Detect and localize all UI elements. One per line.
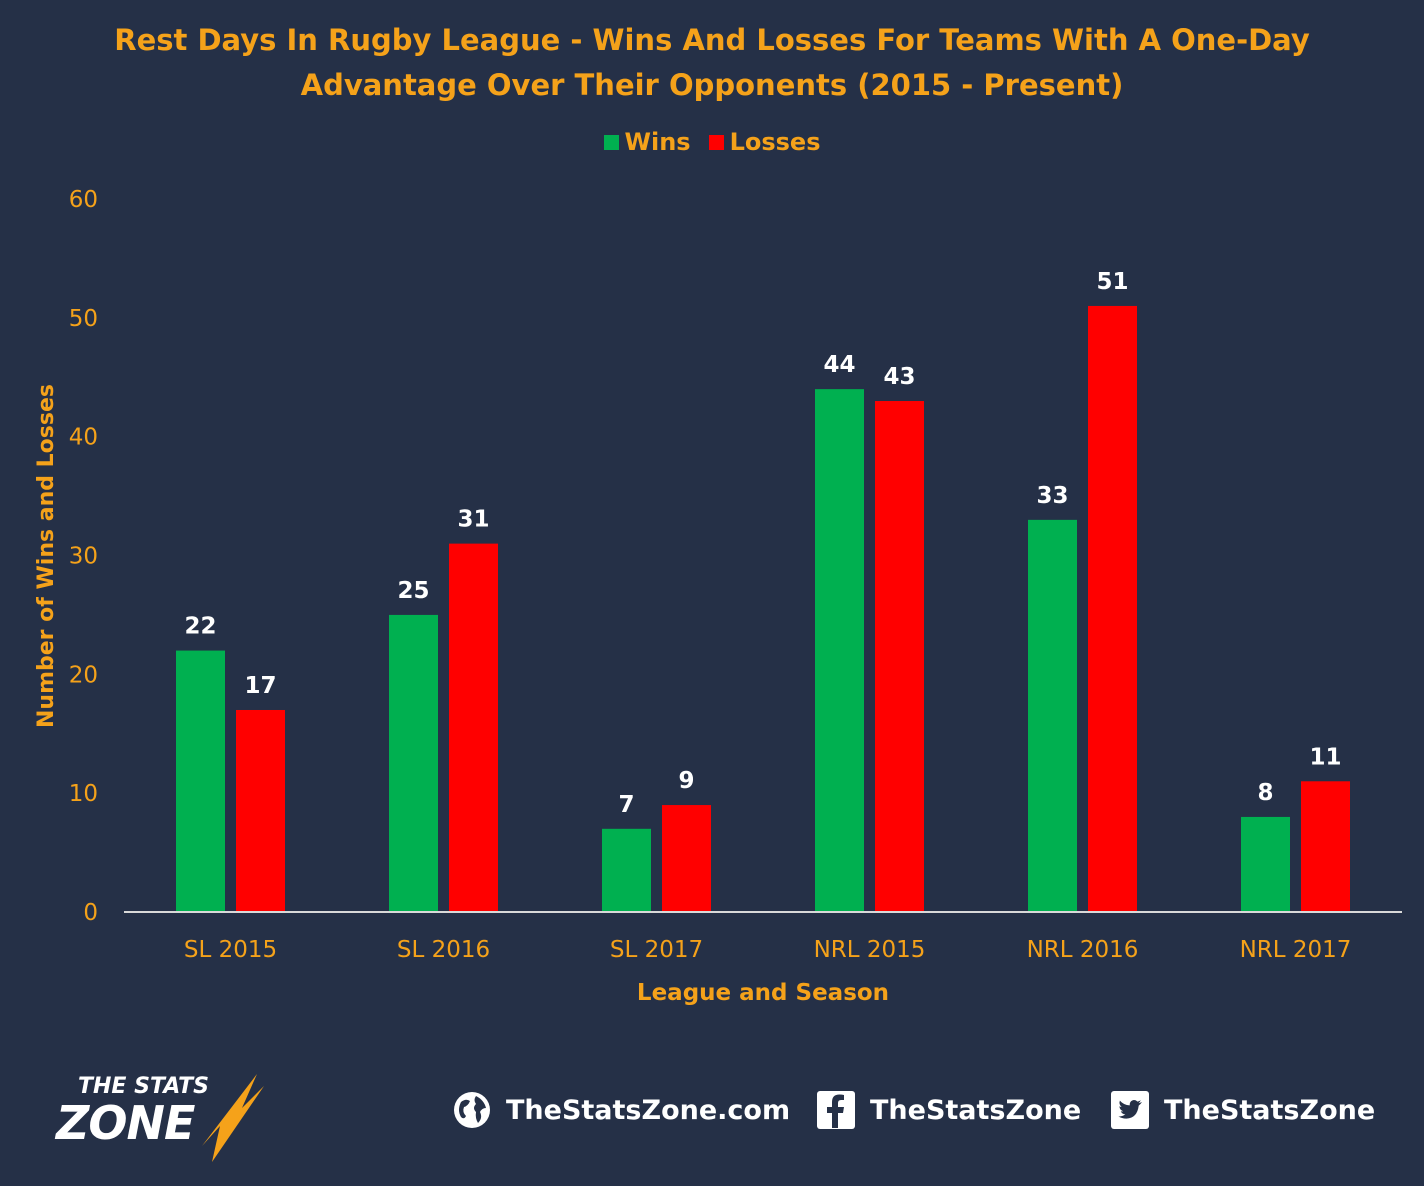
data-label: 11 — [1309, 744, 1341, 770]
bar-losses — [662, 805, 711, 912]
y-axis-label: Number of Wins and Losses — [34, 384, 59, 728]
logo-lightning-icon — [202, 1074, 264, 1162]
logo-text-bottom: ZONE — [56, 1096, 195, 1150]
bar-losses — [1301, 781, 1350, 912]
data-label: 51 — [1096, 269, 1128, 295]
bar-losses — [1088, 305, 1137, 912]
legend-item-losses: Losses — [708, 128, 821, 156]
y-tick-label: 40 — [69, 425, 98, 451]
legend-swatch-wins — [603, 134, 619, 150]
facebook-icon — [817, 1091, 855, 1129]
twitter-icon — [1111, 1091, 1149, 1129]
y-tick-label: 0 — [83, 900, 98, 926]
legend-item-wins: Wins — [603, 128, 691, 156]
data-label: 7 — [618, 792, 634, 818]
bar-wins — [815, 389, 864, 913]
bar-wins — [389, 614, 438, 912]
website-label: TheStatsZone.com — [506, 1094, 791, 1126]
x-tick-label: SL 2016 — [397, 937, 490, 963]
y-tick-label: 20 — [69, 662, 98, 688]
bar-wins — [602, 828, 651, 912]
bar-losses — [875, 401, 924, 912]
x-tick-label: SL 2015 — [184, 937, 277, 963]
facebook-label: TheStatsZone — [870, 1094, 1082, 1126]
x-tick-label: SL 2017 — [610, 937, 703, 963]
data-label: 22 — [184, 614, 216, 640]
x-tick-label: NRL 2017 — [1240, 937, 1352, 963]
bar-chart: 0 10 20 30 40 50 60 Number of Wins and Losses 22… — [34, 187, 1402, 1006]
y-tick-label: 10 — [69, 781, 98, 807]
data-label: 44 — [823, 352, 855, 378]
data-label: 9 — [678, 768, 694, 794]
data-label: 33 — [1036, 483, 1068, 509]
legend-label-losses: Losses — [729, 128, 821, 156]
data-label: 43 — [883, 364, 915, 390]
globe-icon — [454, 1092, 490, 1128]
footer: THE STATS ZONE TheStatsZone.com TheStats… — [0, 1060, 1424, 1170]
bar-wins — [1028, 519, 1077, 912]
chart-title-line-2: Advantage Over Their Opponents (2015 - P… — [300, 68, 1124, 102]
twitter-link[interactable]: TheStatsZone — [1110, 1090, 1375, 1130]
data-label: 8 — [1257, 780, 1273, 806]
chart-title-line-1: Rest Days In Rugby League - Wins And Los… — [114, 23, 1310, 57]
facebook-link[interactable]: TheStatsZone — [816, 1090, 1081, 1130]
x-axis-label: League and Season — [637, 980, 889, 1006]
logo-text-top: THE STATS — [78, 1074, 210, 1099]
chart-title: Rest Days In Rugby League - Wins And Los… — [0, 18, 1424, 108]
website-link[interactable]: TheStatsZone.com — [452, 1090, 790, 1130]
bar-losses — [449, 543, 498, 912]
data-label: 31 — [457, 507, 489, 533]
chart-legend: Wins Losses — [0, 128, 1424, 156]
bar-wins — [176, 650, 225, 912]
x-tick-label: NRL 2016 — [1027, 937, 1139, 963]
data-label: 25 — [397, 578, 429, 604]
bar-wins — [1241, 816, 1290, 912]
legend-label-wins: Wins — [624, 128, 691, 156]
x-tick-label: NRL 2015 — [814, 937, 926, 963]
y-tick-label: 60 — [69, 187, 98, 213]
data-label: 17 — [244, 673, 276, 699]
legend-swatch-losses — [708, 134, 724, 150]
y-tick-label: 50 — [69, 306, 98, 332]
twitter-label: TheStatsZone — [1164, 1094, 1376, 1126]
y-tick-label: 30 — [69, 544, 98, 570]
stats-zone-logo: THE STATS ZONE — [52, 1066, 302, 1162]
bar-losses — [236, 709, 285, 912]
